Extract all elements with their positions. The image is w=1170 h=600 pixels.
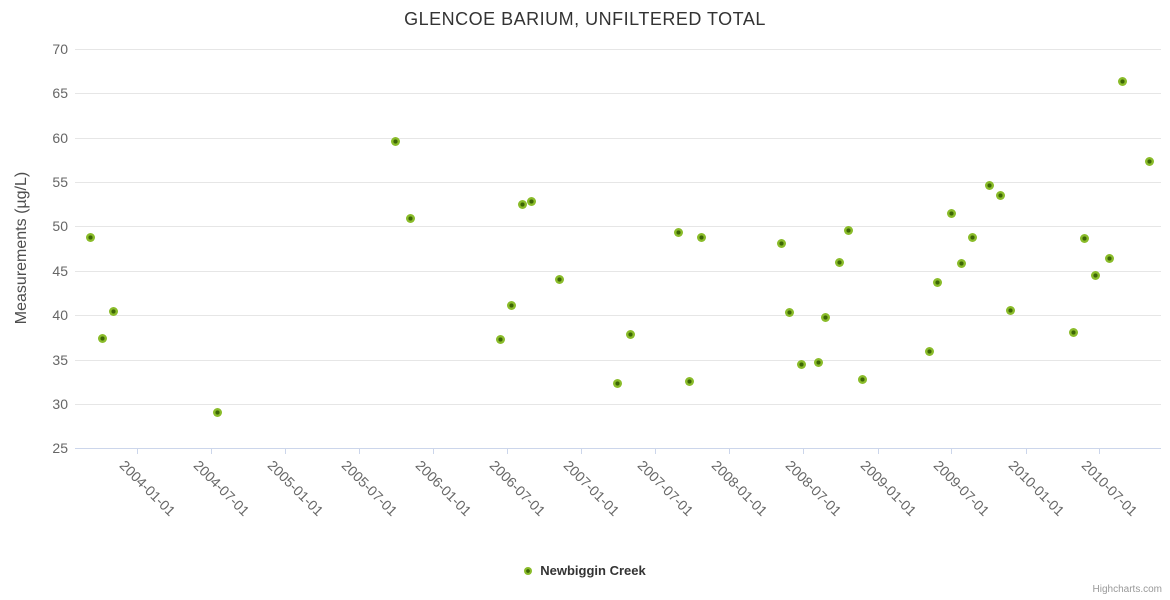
y-axis-label: 35 [52,351,68,368]
data-point[interactable] [212,408,222,418]
y-axis-label: 30 [52,395,68,412]
x-axis-label: 2007-07-01 [634,457,697,519]
y-gridline [75,315,1161,317]
data-point[interactable] [1068,327,1078,337]
x-axis-tick [506,448,508,455]
data-point[interactable] [554,275,564,285]
y-axis-title: Measurements (µg/L) [13,171,30,325]
x-axis-tick [210,448,212,455]
data-point[interactable] [97,333,107,343]
y-axis-label: 25 [52,440,68,457]
y-gridline [75,403,1161,405]
y-axis-label: 40 [52,307,68,324]
x-axis-label: 2008-07-01 [782,457,845,519]
data-point[interactable] [835,258,845,268]
data-point[interactable] [1105,253,1115,263]
legend-label: Newbiggin Creek [540,563,646,578]
data-point[interactable] [844,226,854,236]
data-point[interactable] [968,232,978,242]
x-axis-label: 2007-01-01 [560,457,623,519]
y-axis-label: 55 [52,173,68,190]
data-point[interactable] [696,233,706,243]
x-axis-tick [951,448,953,455]
data-point[interactable] [813,357,823,367]
x-axis-label: 2004-01-01 [116,457,179,519]
data-point[interactable] [626,330,636,340]
x-axis-label: 2010-07-01 [1078,457,1141,519]
x-axis-tick [285,448,287,455]
data-point[interactable] [956,259,966,269]
data-point[interactable] [613,378,623,388]
data-point[interactable] [685,377,695,387]
data-point[interactable] [924,347,934,357]
data-point[interactable] [406,213,416,223]
data-point[interactable] [1145,157,1155,167]
x-axis-label: 2008-01-01 [708,457,771,519]
data-point[interactable] [517,199,527,209]
x-axis-tick [803,448,805,455]
x-axis-label: 2004-07-01 [190,457,253,519]
x-axis-tick [137,448,138,455]
data-point[interactable] [507,300,517,310]
x-axis-label: 2006-01-01 [413,457,475,519]
y-axis-label: 65 [52,85,68,102]
y-axis-label: 70 [52,40,68,57]
data-point[interactable] [985,181,995,191]
x-axis-label: 2009-07-01 [930,457,993,519]
y-gridline [75,48,1161,50]
data-point[interactable] [946,209,956,219]
y-gridline [75,359,1161,361]
x-axis-line [75,448,1161,449]
x-axis-tick [581,448,583,455]
data-point[interactable] [996,190,1006,200]
x-axis-tick [654,448,656,455]
data-point[interactable] [784,307,794,317]
data-point[interactable] [673,228,683,238]
x-axis-label: 2010-01-01 [1005,457,1068,519]
y-axis-label: 50 [52,218,68,235]
data-point[interactable] [390,136,400,146]
data-point[interactable] [821,313,831,323]
x-axis-tick [729,448,731,455]
data-point[interactable] [1005,306,1015,316]
data-point[interactable] [1091,270,1101,280]
data-point[interactable] [796,360,806,370]
y-gridline [75,93,1161,95]
data-point[interactable] [527,196,537,206]
data-point[interactable] [1118,77,1128,87]
y-axis-label: 60 [52,129,68,146]
chart-title: GLENCOE BARIUM, UNFILTERED TOTAL [404,9,766,29]
x-axis-label: 2006-07-01 [486,457,549,519]
y-gridline [75,181,1161,183]
y-gridline [75,226,1161,228]
data-point[interactable] [86,233,96,243]
legend-marker-icon [524,566,533,575]
data-point[interactable] [858,375,868,385]
highcharts-credit-link[interactable]: Highcharts.com [1092,584,1162,595]
x-axis-label: 2009-01-01 [857,457,920,519]
x-axis-label: 2005-01-01 [265,457,328,519]
x-axis-tick [877,448,879,455]
data-point[interactable] [496,335,506,345]
y-axis-label: 45 [52,262,68,279]
data-point[interactable] [108,307,118,317]
data-point[interactable] [932,277,942,287]
x-axis-label: 2005-07-01 [338,457,401,519]
x-axis-tick [1025,448,1027,455]
legend-item-newbiggin-creek[interactable]: Newbiggin Creek [0,563,1170,578]
x-axis-tick [433,448,435,455]
x-axis-tick [1099,448,1100,455]
data-point[interactable] [1079,234,1089,244]
data-point[interactable] [777,238,787,248]
y-gridline [75,137,1161,139]
y-gridline [75,270,1161,272]
x-axis-tick [358,448,360,455]
